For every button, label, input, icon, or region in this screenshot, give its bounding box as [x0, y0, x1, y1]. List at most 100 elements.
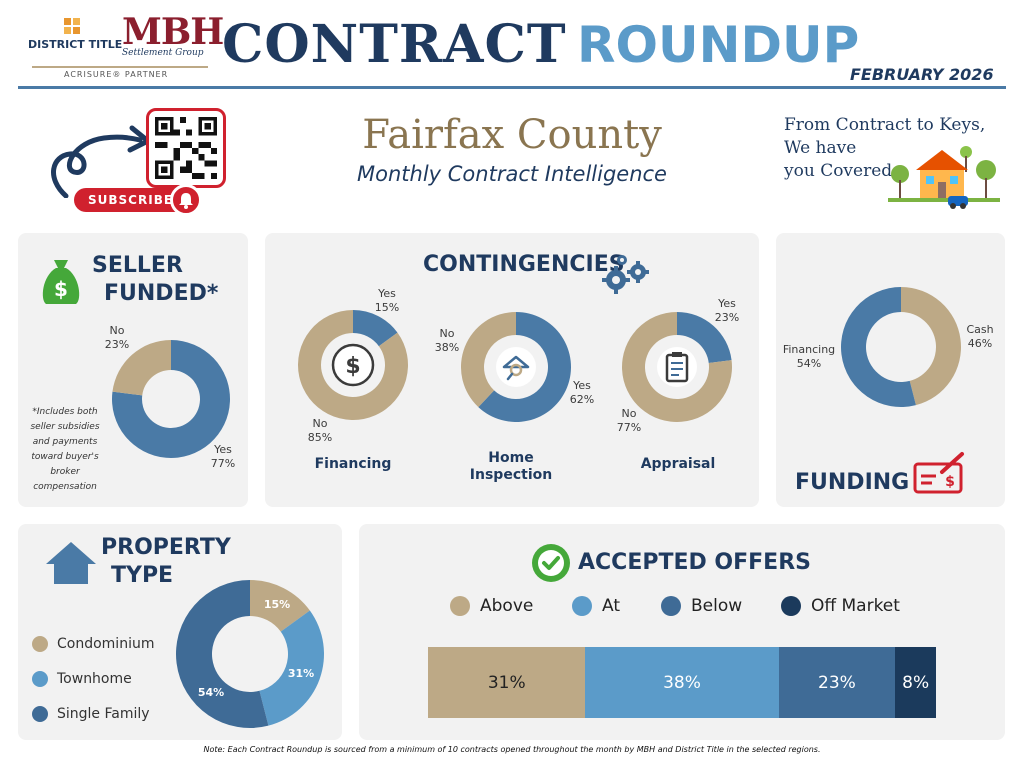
title-roundup-undup: UNDUP — [658, 16, 860, 74]
legend-label-townhome: Townhome — [57, 670, 132, 687]
legend-label-condominium: Condominium — [57, 635, 155, 652]
tagline-line1: From Contract to Keys, — [784, 115, 986, 135]
donut-slice-condominium — [250, 580, 310, 632]
property-type-title: PROPERTY TYPE — [101, 534, 231, 590]
hi-yes-text: Yes — [573, 379, 591, 392]
hero-subtitle: Monthly Contract Intelligence — [357, 162, 667, 186]
hi-category-line1: Home — [488, 450, 534, 466]
ap-yes-text: Yes — [718, 297, 736, 310]
money-bag-icon: $ — [42, 260, 80, 304]
legend-item-off-market: Off Market — [781, 596, 900, 616]
donut-slice-no — [461, 312, 516, 408]
prop-single-pct: 54% — [197, 686, 225, 699]
svg-text:$: $ — [945, 474, 955, 490]
seller-no-text: No — [109, 324, 125, 337]
header-rule — [18, 86, 1006, 89]
svg-text:$: $ — [345, 354, 360, 379]
bar-label-below: 23% — [818, 672, 856, 693]
donut-slice-cash — [901, 287, 961, 406]
hi-yes-pct: 62% — [569, 393, 595, 406]
donut-slice-no — [298, 310, 408, 420]
funding-donut — [841, 287, 961, 407]
district-title-logo: DISTRICT TITLE — [28, 14, 122, 54]
home-search-icon — [496, 347, 536, 387]
fin-category: Financing — [314, 456, 392, 472]
legend-item-townhome: Townhome — [32, 661, 154, 696]
legend-label-above: Above — [480, 596, 534, 616]
ap-no-text: No — [621, 407, 637, 420]
contingencies-title: CONTINGENCIES — [423, 252, 625, 277]
seller-no-pct: 23% — [104, 338, 130, 351]
subscribe-label: SUBSCRIBE — [88, 193, 174, 207]
fund-fin-label: Financing 54% — [780, 343, 838, 371]
legend-swatch-off-market — [781, 596, 801, 616]
mbh-text: MBH — [122, 11, 224, 53]
bell-icon — [170, 184, 202, 216]
funding-panel — [776, 233, 1005, 507]
house-icon — [46, 542, 96, 584]
bar-label-at: 38% — [663, 672, 701, 693]
legend-label-off-market: Off Market — [811, 596, 900, 616]
check-payment-icon: $ — [913, 452, 964, 494]
fin-yes-label: Yes 15% — [370, 287, 404, 315]
tagline: From Contract to Keys, We have you Cover… — [784, 114, 985, 183]
qr-code[interactable] — [146, 108, 226, 188]
footer-note: Note: Each Contract Roundup is sourced f… — [203, 745, 821, 754]
fund-cash-text: Cash — [966, 323, 994, 336]
bar-segment-at: 38% — [585, 647, 779, 718]
dollar-circle-icon: $ — [331, 343, 375, 387]
seller-yes-text: Yes — [214, 443, 232, 456]
district-title-text: DISTRICT TITLE — [28, 38, 123, 51]
donut-slice-no — [622, 312, 732, 422]
seller-funded-donut — [112, 340, 230, 458]
fund-cash-pct: 46% — [967, 337, 993, 350]
hi-no-label: No 38% — [430, 327, 464, 355]
ap-yes-pct: 23% — [714, 311, 740, 324]
clipboard-checklist-icon — [657, 347, 697, 387]
donut-slice-yes — [353, 310, 398, 347]
donut-slice-yes — [677, 312, 732, 363]
seller-yes-pct: 77% — [210, 457, 236, 470]
hi-no-pct: 38% — [434, 341, 460, 354]
report-date: FEBRUARY 2026 — [850, 65, 994, 84]
ap-no-label: No 77% — [612, 407, 646, 435]
fin-no-text: No — [312, 417, 328, 430]
title-roundup: ROUNDUP — [577, 16, 859, 74]
gears-icon — [602, 255, 649, 294]
legend-swatch-townhome — [32, 670, 48, 687]
fin-yes-pct: 15% — [374, 301, 400, 314]
legend-label-single-family: Single Family — [57, 705, 150, 722]
legend-swatch-condominium — [32, 635, 48, 652]
accepted-offers-title: ACCEPTED OFFERS — [578, 550, 811, 575]
hi-yes-label: Yes 62% — [565, 379, 599, 407]
hi-category: Home Inspection — [456, 450, 566, 484]
acrisure-partner: ACRISURE® PARTNER — [64, 70, 169, 79]
hi-no-text: No — [439, 327, 455, 340]
logo-divider — [32, 66, 208, 68]
ap-yes-label: Yes 23% — [710, 297, 744, 325]
funding-title: FUNDING — [795, 470, 910, 495]
district-title-mark-icon — [64, 18, 80, 34]
donut-slice-single-family — [176, 580, 269, 728]
mbh-logo: MBH Settlement Group — [122, 11, 224, 64]
mbh-subtitle: Settlement Group — [122, 48, 204, 58]
bar-segment-above: 31% — [428, 647, 586, 718]
ap-category: Appraisal — [640, 456, 716, 472]
fund-fin-text: Financing — [782, 343, 836, 356]
legend-item-single-family: Single Family — [32, 696, 154, 731]
curved-arrow-icon — [51, 125, 151, 198]
contingency-financing-donut — [298, 310, 408, 420]
property-legend: Condominium Townhome Single Family — [32, 626, 154, 731]
legend-item-above: Above — [450, 596, 533, 616]
fund-fin-pct: 54% — [796, 357, 822, 370]
qr-code-icon — [155, 117, 217, 179]
property-title-line1: PROPERTY — [101, 535, 231, 560]
title-contract: CONTRACT — [222, 14, 567, 75]
ap-no-pct: 77% — [616, 421, 642, 434]
legend-swatch-at — [572, 596, 592, 616]
legend-item-below: Below — [661, 596, 742, 616]
house-illustration-icon — [888, 146, 1000, 209]
legend-label-at: At — [602, 596, 620, 616]
fin-no-label: No 85% — [303, 417, 337, 445]
tagline-line2: We have — [784, 138, 857, 158]
